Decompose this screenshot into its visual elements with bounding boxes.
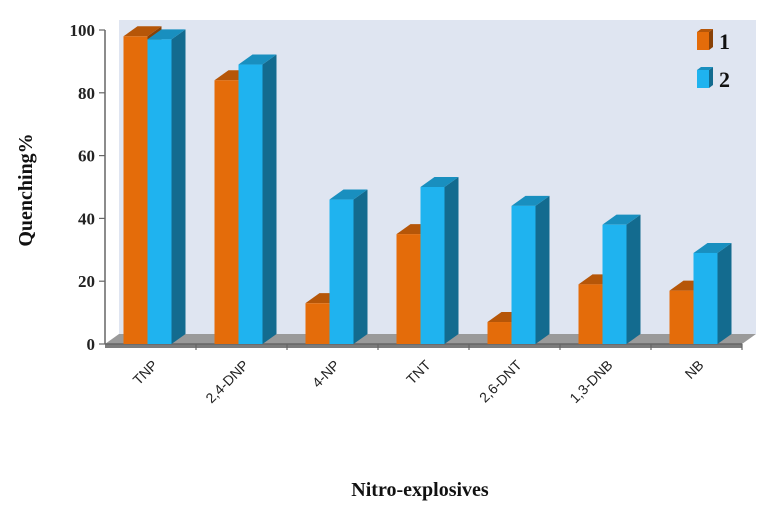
bar-top [238,54,277,65]
y-tick-label: 20 [78,272,95,291]
bar-front [578,284,603,344]
legend-label: 2 [719,67,730,92]
bar-top [693,242,732,253]
bar-side [262,54,277,344]
bar-front [602,224,627,344]
legend-label: 1 [719,29,730,54]
bar-top [420,177,459,187]
bar-side [444,177,459,344]
bar-front [669,290,694,344]
bar [329,189,368,344]
y-tick-label: 100 [70,21,96,40]
bar-side [535,195,550,344]
legend-swatch [697,32,709,50]
bar-top [511,195,550,206]
x-axis-title: Nitro-explosives [351,479,489,501]
x-tick-labels: TNP 2,4-DNP 4-NP TNT 2,6-DNT 1,3-DNB NB [130,344,743,406]
bar-front [305,303,330,344]
bar [511,195,550,344]
bar-front [147,39,172,345]
bar-top [147,29,186,40]
legend: 12 [697,29,730,92]
bar [238,54,277,344]
bar-side [353,189,368,344]
bar [147,29,186,345]
bar-front [396,234,421,344]
bar [602,214,641,344]
legend-swatch-side [709,29,713,50]
floor-edge [105,344,742,348]
bar-front [329,199,354,344]
y-tick-labels: 0 20 40 60 80 100 [70,21,105,354]
bar-top [329,189,368,200]
y-tick-label: 0 [87,335,96,354]
bar-front [511,205,536,344]
bar-top [123,26,162,37]
bar-front [420,187,445,344]
y-tick-label: 40 [78,209,95,228]
legend-swatch-top [697,29,713,32]
legend-swatch-top [697,67,713,70]
x-tick-label: TNP [130,357,161,388]
bar [420,177,459,344]
x-tick-label: NB [682,357,707,382]
bar-top [602,214,641,225]
x-tick-label: 4-NP [309,357,343,391]
y-tick-label: 60 [78,147,95,166]
bar-side [171,29,186,344]
x-tick-label: 1,3-DNB [566,357,615,406]
bar-front [238,64,263,344]
bars [123,26,732,345]
y-axis-title: Quenching% [15,133,37,246]
x-tick-label: TNT [403,356,434,387]
legend-swatch [697,70,709,88]
legend-swatch-side [709,67,713,88]
bar-front [123,36,148,344]
bar-side [717,242,732,344]
bar-side [626,214,641,344]
x-tick-label: 2,4-DNP [202,357,251,406]
bar-front [693,252,718,344]
y-tick-label: 80 [78,84,95,103]
x-tick-label: 2,6-DNT [476,356,525,405]
bar [693,242,732,344]
bar-front [214,80,239,345]
bar-front [487,322,512,344]
